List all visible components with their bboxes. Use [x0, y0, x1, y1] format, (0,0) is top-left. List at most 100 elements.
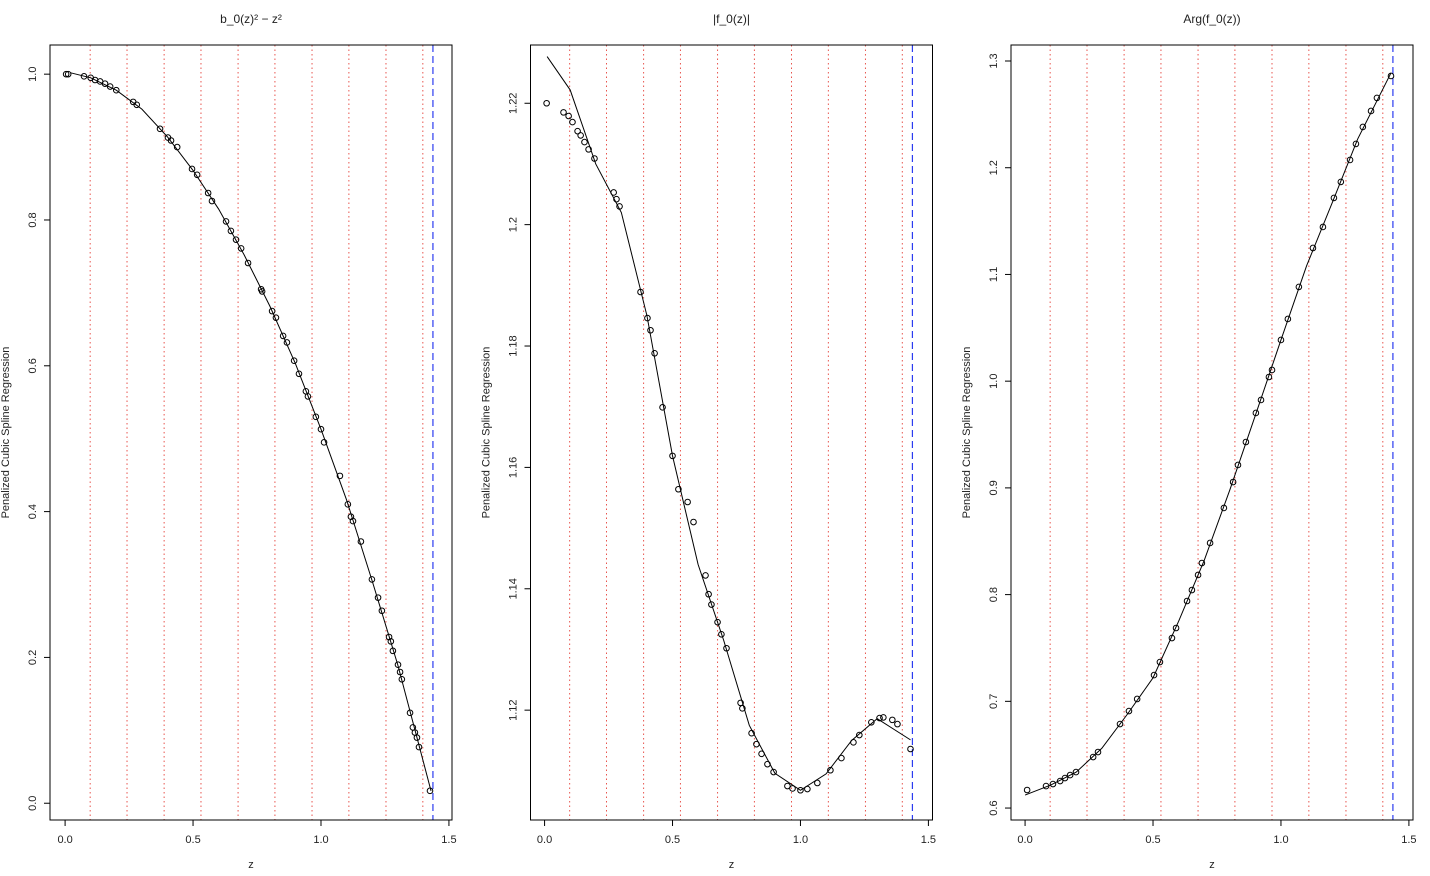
data-point: [62, 70, 70, 78]
data-point: [684, 498, 691, 506]
data-point: [336, 472, 344, 480]
data-point: [268, 307, 276, 315]
data-point: [659, 404, 666, 411]
y-tick-label: 1.0: [988, 374, 1000, 389]
y-tick-label: 1.0: [27, 67, 39, 82]
data-point: [675, 485, 682, 493]
data-point: [797, 786, 804, 794]
data-point: [1367, 107, 1375, 115]
data-point: [770, 768, 777, 776]
panel-title: b_0(z)² − z²: [220, 12, 282, 26]
x-tick-label: 1.0: [313, 834, 328, 846]
data-point: [708, 601, 715, 608]
data-point: [1183, 597, 1191, 605]
data-point: [1234, 461, 1242, 469]
panel: Arg(f_0(z))z Penalized Cubic Spline Regre…: [961, 12, 1417, 871]
data-point: [1061, 774, 1069, 782]
data-point: [1066, 771, 1074, 779]
data-point: [581, 138, 588, 146]
y-tick-label: 1.14: [507, 578, 519, 599]
x-tick-label: 1.5: [441, 834, 456, 846]
data-point: [1206, 539, 1214, 547]
x-tick-label: 1.0: [1273, 834, 1288, 846]
data-point: [1252, 409, 1260, 417]
data-point: [232, 236, 240, 243]
data-point: [1295, 283, 1303, 291]
data-point: [1319, 223, 1327, 231]
data-point: [565, 112, 572, 120]
data-point: [1284, 315, 1292, 323]
panel: |f_0(z)|z Penalized Cubic Spline Regressi…: [480, 12, 936, 871]
x-axis-label: z: [729, 859, 735, 871]
data-point: [907, 745, 914, 753]
y-tick-label: 1.22: [507, 93, 519, 114]
y-axis-label: Penalized Cubic Spline Regression: [961, 347, 973, 519]
data-point: [613, 195, 620, 203]
data-point: [718, 630, 725, 638]
data-point: [290, 357, 298, 364]
data-point: [156, 125, 164, 133]
data-point: [1337, 178, 1345, 186]
y-tick-label: 0.2: [27, 650, 39, 665]
y-tick-label: 0.8: [27, 212, 39, 227]
y-axis-label: Penalized Cubic Spline Regression: [0, 347, 12, 519]
data-point: [1116, 720, 1124, 728]
data-point: [1172, 624, 1180, 632]
data-point: [304, 393, 312, 400]
data-point: [1156, 658, 1164, 666]
panel: b_0(z)² − z² z Penalized Cubic Spline Regr…: [0, 12, 457, 871]
data-point: [349, 517, 357, 525]
data-point: [1023, 786, 1031, 794]
y-tick-label: 0.9: [988, 480, 1000, 495]
data-point: [344, 501, 352, 508]
data-point: [1049, 780, 1057, 788]
data-point: [894, 720, 901, 728]
y-tick-label: 1.12: [507, 699, 519, 720]
x-tick-label: 1.5: [921, 834, 936, 846]
data-point: [244, 259, 252, 267]
data-point: [1125, 707, 1133, 715]
data-point: [1277, 336, 1285, 344]
y-axis-label: Penalized Cubic Spline Regression: [480, 347, 492, 519]
data-point: [889, 716, 896, 724]
x-tick-label: 0.0: [57, 834, 72, 846]
data-point: [1089, 753, 1097, 761]
x-axis-label: z: [248, 859, 254, 871]
x-tick-label: 1.0: [793, 834, 808, 846]
data-point: [112, 86, 120, 94]
data-point: [312, 413, 320, 421]
data-point: [1257, 396, 1265, 404]
data-point: [413, 734, 421, 741]
data-point: [188, 165, 196, 173]
data-point: [669, 452, 676, 460]
data-point: [577, 132, 584, 139]
data-point: [739, 705, 746, 712]
data-point: [784, 782, 791, 790]
plot-frame: [1010, 44, 1414, 821]
y-tick-label: 0.6: [27, 358, 39, 373]
data-point: [574, 127, 581, 135]
x-tick-label: 0.0: [537, 834, 552, 846]
fit-line: [546, 56, 911, 791]
data-point: [880, 714, 887, 721]
data-point: [585, 146, 592, 153]
data-point: [193, 171, 201, 179]
data-point: [320, 439, 328, 446]
fit-line: [1024, 72, 1392, 796]
data-point: [647, 326, 654, 334]
y-tick-label: 0.6: [988, 800, 1000, 815]
y-tick-label: 0.0: [27, 796, 39, 811]
y-tick-label: 1.18: [507, 335, 519, 356]
data-point: [690, 518, 697, 526]
data-point: [868, 718, 875, 726]
data-point: [204, 189, 212, 197]
x-tick-label: 1.5: [1401, 834, 1416, 846]
y-tick-label: 1.2: [507, 217, 519, 232]
data-point: [1188, 586, 1196, 594]
data-point: [387, 638, 395, 645]
plot-frame: [530, 44, 933, 821]
data-point: [237, 245, 245, 252]
data-point: [1330, 194, 1338, 202]
x-axis-label: z: [1209, 859, 1215, 871]
